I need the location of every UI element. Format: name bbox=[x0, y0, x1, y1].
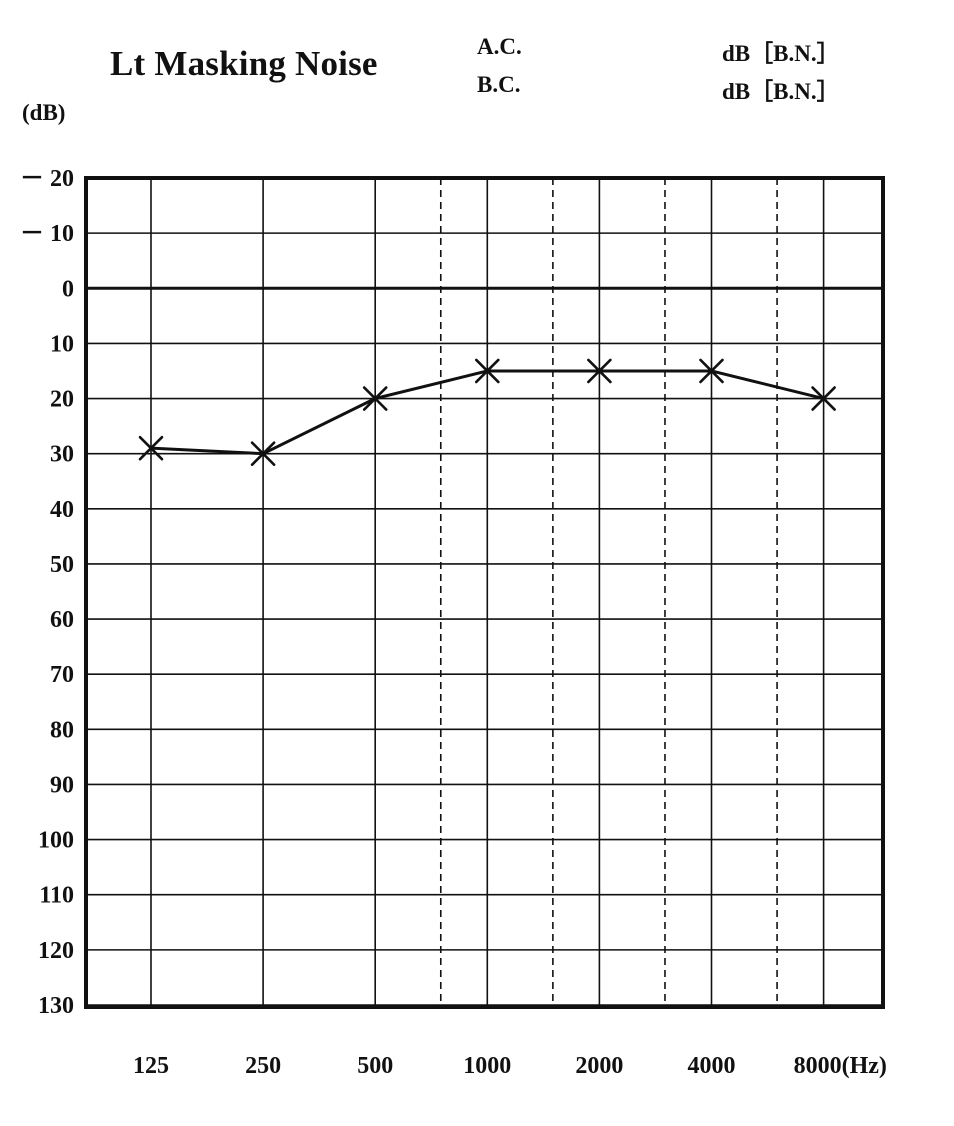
ac-label: A.C. bbox=[477, 34, 522, 59]
y-tick-label: 0 bbox=[62, 276, 74, 302]
y-tick-label: 60 bbox=[50, 607, 74, 633]
tick-labels: － 20 － 10 0 10 20 30 40 50 60 70 80 90 100 110 120 130 1… bbox=[20, 166, 887, 1079]
ac-unit: dB［B.N.］ bbox=[722, 41, 840, 66]
y-tick-label: 130 bbox=[38, 993, 74, 1019]
x-tick-label: 4000 bbox=[688, 1053, 736, 1079]
y-tick-label: 30 bbox=[50, 442, 74, 468]
y-tick-label: 20 bbox=[50, 387, 74, 413]
bc-unit: dB［B.N.］ bbox=[722, 79, 840, 104]
y-tick-label: 110 bbox=[39, 883, 74, 909]
bc-label: B.C. bbox=[477, 72, 521, 97]
y-tick-label: 40 bbox=[50, 497, 74, 523]
y-tick-label: 120 bbox=[38, 938, 74, 964]
data-point-x-marker bbox=[138, 435, 164, 461]
y-tick-label: － 10 bbox=[20, 221, 74, 247]
y-tick-label: 10 bbox=[50, 331, 74, 357]
y-tick-label: 50 bbox=[50, 552, 74, 578]
x-tick-label: 500 bbox=[357, 1053, 393, 1079]
x-tick-label: 1000 bbox=[463, 1053, 511, 1079]
y-tick-label: 90 bbox=[50, 772, 74, 798]
x-tick-label: 8000(Hz) bbox=[794, 1053, 887, 1079]
data-point-x-marker bbox=[362, 386, 388, 411]
data-point-x-marker bbox=[811, 386, 836, 411]
data-point-x-marker bbox=[699, 358, 724, 384]
y-tick-label: 80 bbox=[50, 717, 74, 743]
plot-frame bbox=[84, 176, 885, 1009]
data-point-x-marker bbox=[474, 358, 500, 384]
x-tick-label: 2000 bbox=[575, 1053, 623, 1079]
y-tick-label: 100 bbox=[38, 828, 74, 854]
y-axis-label: (dB) bbox=[22, 100, 66, 125]
y-tick-label: － 20 bbox=[20, 166, 74, 192]
data-point-x-marker bbox=[587, 358, 612, 384]
data-point-x-marker bbox=[250, 441, 276, 466]
series-plot bbox=[138, 358, 836, 466]
x-tick-label: 250 bbox=[245, 1053, 281, 1079]
y-tick-label: 70 bbox=[50, 662, 74, 688]
x-tick-label: 125 bbox=[133, 1053, 169, 1079]
chart-title: Lt Masking Noise bbox=[110, 44, 378, 83]
grid bbox=[86, 177, 883, 1006]
